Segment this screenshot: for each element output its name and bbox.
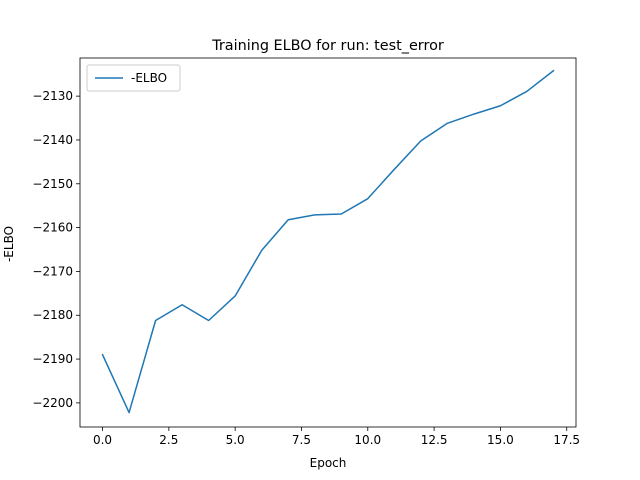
x-axis-label: Epoch [310, 456, 347, 470]
legend-box [86, 64, 181, 92]
y-tick-label: −2170 [32, 264, 73, 278]
legend: -ELBO [86, 64, 181, 92]
y-tick-label: −2160 [32, 221, 73, 235]
y-tick-label: −2140 [32, 133, 73, 147]
y-tick-label: −2130 [32, 89, 73, 103]
series-layer [101, 69, 555, 414]
y-axis-label: -ELBO [2, 226, 16, 262]
y-axis-ticks: −2200 −2190 −2180 −2170 −2160 −2150 −2140 −2130 [32, 89, 80, 410]
y-tick-label: −2200 [32, 396, 73, 410]
x-tick-label: 17.5 [553, 433, 580, 447]
x-tick-label: 2.5 [159, 433, 178, 447]
y-tick-label: −2150 [32, 177, 73, 191]
plot-frame [79, 57, 577, 428]
legend-label-elbo: -ELBO [131, 71, 167, 85]
x-tick-label: 5.0 [226, 433, 245, 447]
x-tick-label: 10.0 [354, 433, 381, 447]
x-tick-label: 0.0 [93, 433, 112, 447]
series-line-elbo [101, 69, 555, 414]
y-tick-label: −2180 [32, 308, 73, 322]
x-tick-label: 12.5 [421, 433, 448, 447]
x-tick-label: 15.0 [487, 433, 514, 447]
chart-title: Training ELBO for run: test_error [211, 38, 444, 54]
y-tick-label: −2190 [32, 352, 73, 366]
x-tick-label: 7.5 [292, 433, 311, 447]
x-axis-ticks: 0.0 2.5 5.0 7.5 10.0 12.5 15.0 17.5 [93, 427, 580, 447]
